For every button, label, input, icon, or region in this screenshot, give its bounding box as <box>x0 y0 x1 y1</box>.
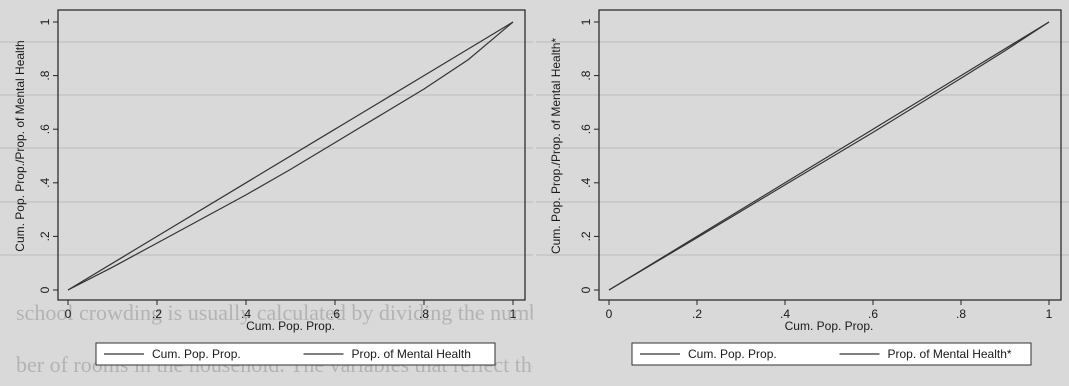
x-tick-label: .6 <box>868 307 878 321</box>
x-tick-label: 1 <box>510 307 517 321</box>
y-tick-label: .6 <box>38 124 52 134</box>
x-tick-label: .8 <box>419 307 429 321</box>
background-text-line1: school crowding is usually calculated by… <box>16 300 533 325</box>
y-axis-label: Cum. Pop. Prop./Prop. of Mental Health <box>13 40 27 251</box>
y-tick-label: .6 <box>579 124 593 134</box>
y-axis-label: Cum. Pop. Prop./Prop. of Mental Health* <box>549 38 563 254</box>
legend-box <box>631 342 1032 366</box>
x-tick-label: .6 <box>330 307 340 321</box>
x-tick-label: .2 <box>692 307 702 321</box>
series-line-2 <box>67 21 514 291</box>
x-tick-label: .4 <box>241 307 251 321</box>
y-tick-label: .4 <box>579 177 593 187</box>
x-tick-label: 1 <box>1046 307 1053 321</box>
legend-label: Cum. Pop. Prop. <box>688 347 777 361</box>
y-tick-label: 0 <box>579 286 593 293</box>
y-tick-label: .4 <box>38 177 52 187</box>
y-tick-label: 1 <box>579 18 593 25</box>
x-tick-label: 0 <box>65 307 72 321</box>
y-tick-label: .2 <box>38 231 52 241</box>
y-tick-label: .8 <box>38 70 52 80</box>
background-scan-lines <box>536 41 1069 256</box>
background-scan-lines <box>0 41 533 256</box>
x-tick-label: 0 <box>606 307 613 321</box>
y-tick-label: .8 <box>579 70 593 80</box>
x-axis-label: Cum. Pop. Prop. <box>785 319 874 333</box>
x-tick-label: .4 <box>780 307 790 321</box>
chart-left: school crowding is usually calculated by… <box>0 9 533 377</box>
y-tick-label: .2 <box>579 231 593 241</box>
chart-panel-right: 0 0 .2 .2 .4 .4 .6 .6 .8 .8 1 1 Cum. Pop. Prop. Cum. … <box>536 0 1069 386</box>
chart-right: 0 0 .2 .2 .4 .4 .6 .6 .8 .8 1 1 Cum. Pop. Prop. Cum. … <box>536 9 1069 366</box>
y-tick-label: 1 <box>38 18 52 25</box>
plot-area <box>57 9 526 301</box>
plot-area <box>598 9 1062 301</box>
legend-label: Prop. of Mental Health <box>352 347 471 361</box>
chart-panel-left: school crowding is usually calculated by… <box>0 0 533 386</box>
x-axis-label: Cum. Pop. Prop. <box>246 319 335 333</box>
x-tick-label: .2 <box>152 307 162 321</box>
series-line-2 <box>608 21 1050 291</box>
series-line-1 <box>67 21 514 291</box>
y-tick-label: 0 <box>38 286 52 293</box>
legend-box <box>95 342 496 366</box>
series-line-1 <box>608 21 1050 291</box>
legend-label: Cum. Pop. Prop. <box>152 347 241 361</box>
legend-label: Prop. of Mental Health* <box>888 347 1012 361</box>
x-tick-label: .8 <box>956 307 966 321</box>
